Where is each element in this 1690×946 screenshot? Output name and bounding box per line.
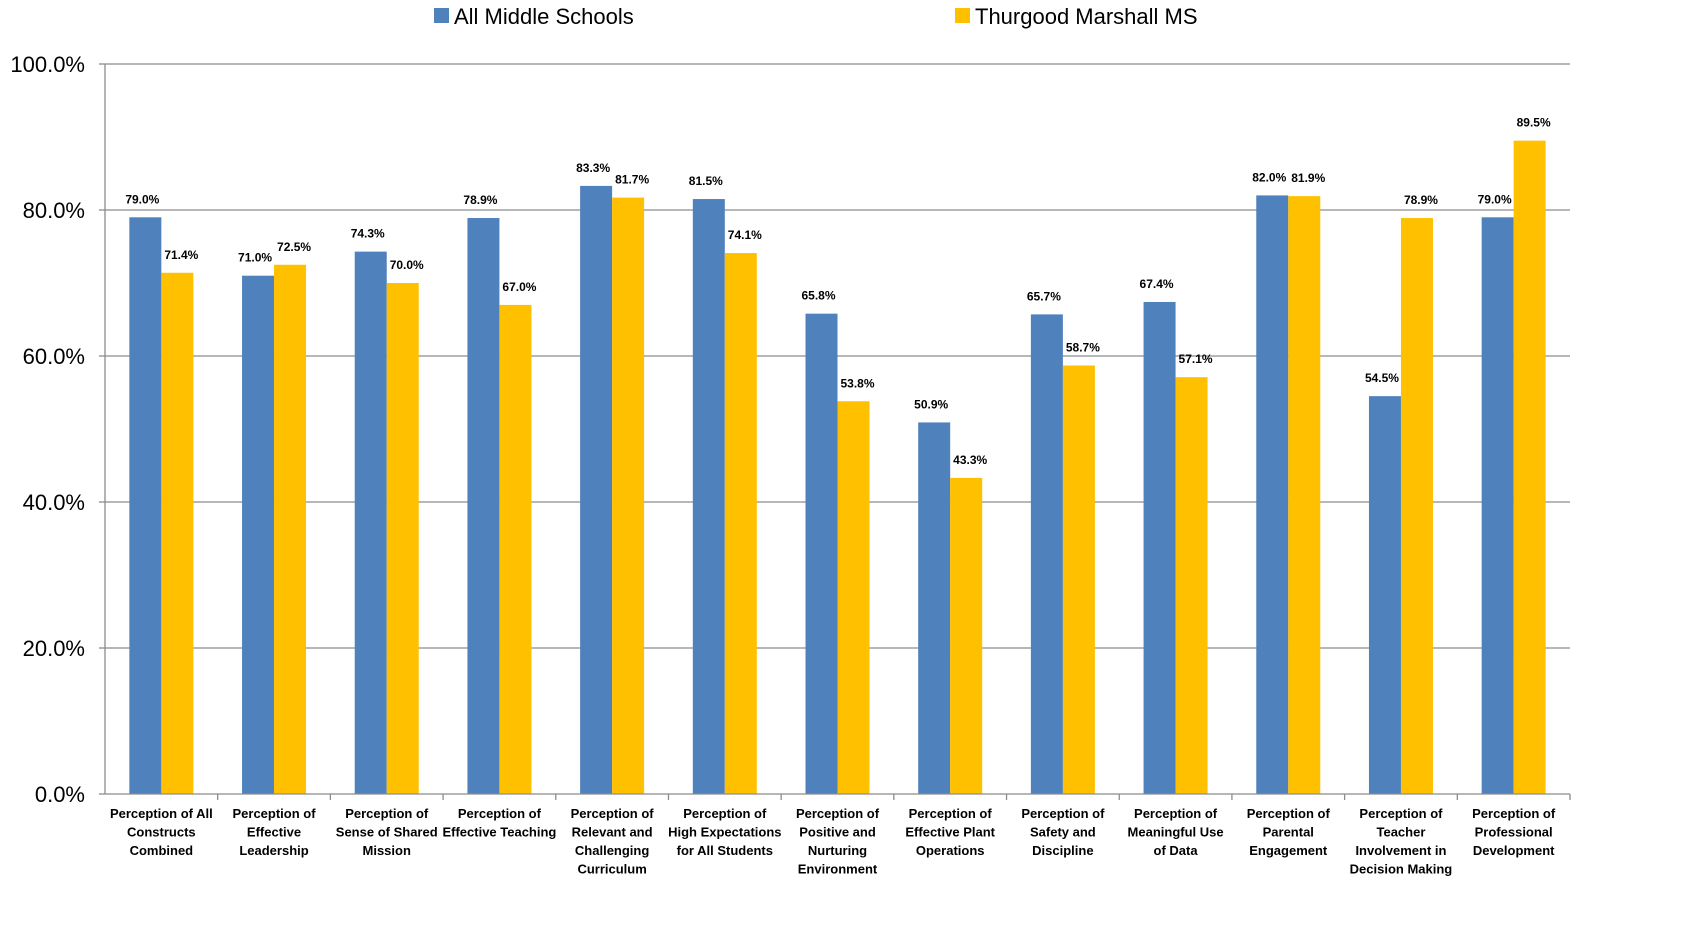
x-tick-label: Perception of Relevant and Challenging Curr…: [571, 806, 655, 877]
y-tick-label: 60.0%: [23, 344, 85, 369]
data-label: 78.9%: [463, 193, 497, 207]
bar-all-middle-schools: [354, 251, 387, 795]
x-tick-label: Perception of All Constructs Combined: [110, 806, 213, 858]
data-label: 65.8%: [801, 289, 835, 303]
data-label: 79.0%: [1478, 192, 1512, 206]
bar-all-middle-schools: [1256, 195, 1289, 794]
data-label: 71.4%: [164, 248, 198, 262]
data-label: 82.0%: [1252, 170, 1286, 184]
data-label: 71.0%: [238, 251, 272, 265]
bar-all-middle-schools: [467, 218, 500, 794]
data-label: 83.3%: [576, 161, 610, 175]
legend-label: Thurgood Marshall MS: [975, 4, 1198, 29]
y-tick-label: 100.0%: [10, 52, 85, 77]
y-tick-label: 40.0%: [23, 490, 85, 515]
data-label: 81.5%: [689, 174, 723, 188]
x-tick-label: Perception of Sense of Shared Mission: [336, 806, 438, 858]
legend-label: All Middle Schools: [454, 4, 634, 29]
y-tick-label: 80.0%: [23, 198, 85, 223]
bar-thurgood-marshall: [1513, 140, 1546, 794]
bar-thurgood-marshall: [499, 304, 532, 794]
data-label: 81.9%: [1291, 171, 1325, 185]
data-label: 78.9%: [1404, 193, 1438, 207]
bar-thurgood-marshall: [837, 401, 870, 794]
bar-all-middle-schools: [1143, 301, 1176, 794]
x-tick-label: Perception of Effective Leadership: [232, 806, 316, 858]
bar-all-middle-schools: [692, 199, 725, 795]
axes: 0.0% 20.0% 40.0% 60.0% 80.0% 100.0% Perception…: [10, 52, 1571, 877]
bar-all-middle-schools: [805, 313, 838, 794]
bar-thurgood-marshall: [1400, 218, 1433, 794]
data-label: 81.7%: [615, 173, 649, 187]
x-tick-label: Perception of Meaningful Use of Data: [1128, 806, 1224, 858]
data-label: 74.3%: [351, 227, 385, 241]
bar-all-middle-schools: [1030, 314, 1063, 794]
bar-thurgood-marshall: [161, 272, 194, 794]
x-tick-label: Perception of Safety and Discipline: [1021, 806, 1105, 858]
y-tick-label: 0.0%: [35, 782, 85, 807]
data-label: 89.5%: [1517, 116, 1551, 130]
data-label: 50.9%: [914, 397, 948, 411]
data-label: 54.5%: [1365, 371, 1399, 385]
bar-all-middle-schools: [129, 217, 162, 795]
data-label: 65.7%: [1027, 289, 1061, 303]
data-label: 58.7%: [1066, 340, 1100, 354]
data-label: 67.0%: [502, 280, 536, 294]
bar-thurgood-marshall: [1175, 377, 1208, 794]
data-label: 67.4%: [1140, 277, 1174, 291]
bar-all-middle-schools: [1368, 396, 1401, 794]
x-tick-label: Perception of Professional Development: [1472, 806, 1556, 858]
x-tick-label: Perception of Parental Engagement: [1247, 806, 1331, 858]
data-label: 72.5%: [277, 240, 311, 254]
x-tick-label: Perception of Positive and Nurturing Enviro…: [796, 806, 880, 877]
bar-thurgood-marshall: [724, 253, 757, 794]
data-label: 70.0%: [390, 258, 424, 272]
bar-all-middle-schools: [242, 275, 275, 794]
bar-thurgood-marshall: [612, 197, 645, 795]
legend-swatch: [955, 8, 970, 23]
x-tick-label: Perception of Effective Plant Operations: [905, 806, 995, 858]
legend-swatch: [434, 8, 449, 23]
bar-all-middle-schools: [580, 185, 613, 794]
data-label: 57.1%: [1179, 352, 1213, 366]
legend: All Middle Schools Thurgood Marshall MS: [434, 4, 1198, 29]
data-label: 53.8%: [840, 376, 874, 390]
x-tick-label: Perception of Effective Teaching: [442, 806, 556, 840]
data-labels: 79.0% 71.4% 71.0% 72.5% 74.3% 70.0% 78.9% 67.0%…: [125, 116, 1551, 467]
bar-thurgood-marshall: [274, 264, 307, 794]
bar-thurgood-marshall: [386, 283, 419, 794]
x-tick-label: Perception of High Expectations for All St…: [668, 806, 781, 858]
data-label: 79.0%: [125, 192, 159, 206]
data-label: 43.3%: [953, 453, 987, 467]
bar-all-middle-schools: [918, 422, 951, 794]
bar-thurgood-marshall: [1062, 365, 1095, 794]
bar-all-middle-schools: [1481, 217, 1514, 795]
bar-thurgood-marshall: [1288, 196, 1321, 794]
y-tick-label: 20.0%: [23, 636, 85, 661]
bar-thurgood-marshall: [950, 477, 983, 794]
x-tick-label: Perception of Teacher Involvement in Decisi…: [1350, 806, 1453, 877]
bars: [129, 140, 1546, 795]
data-label: 74.1%: [728, 228, 762, 242]
